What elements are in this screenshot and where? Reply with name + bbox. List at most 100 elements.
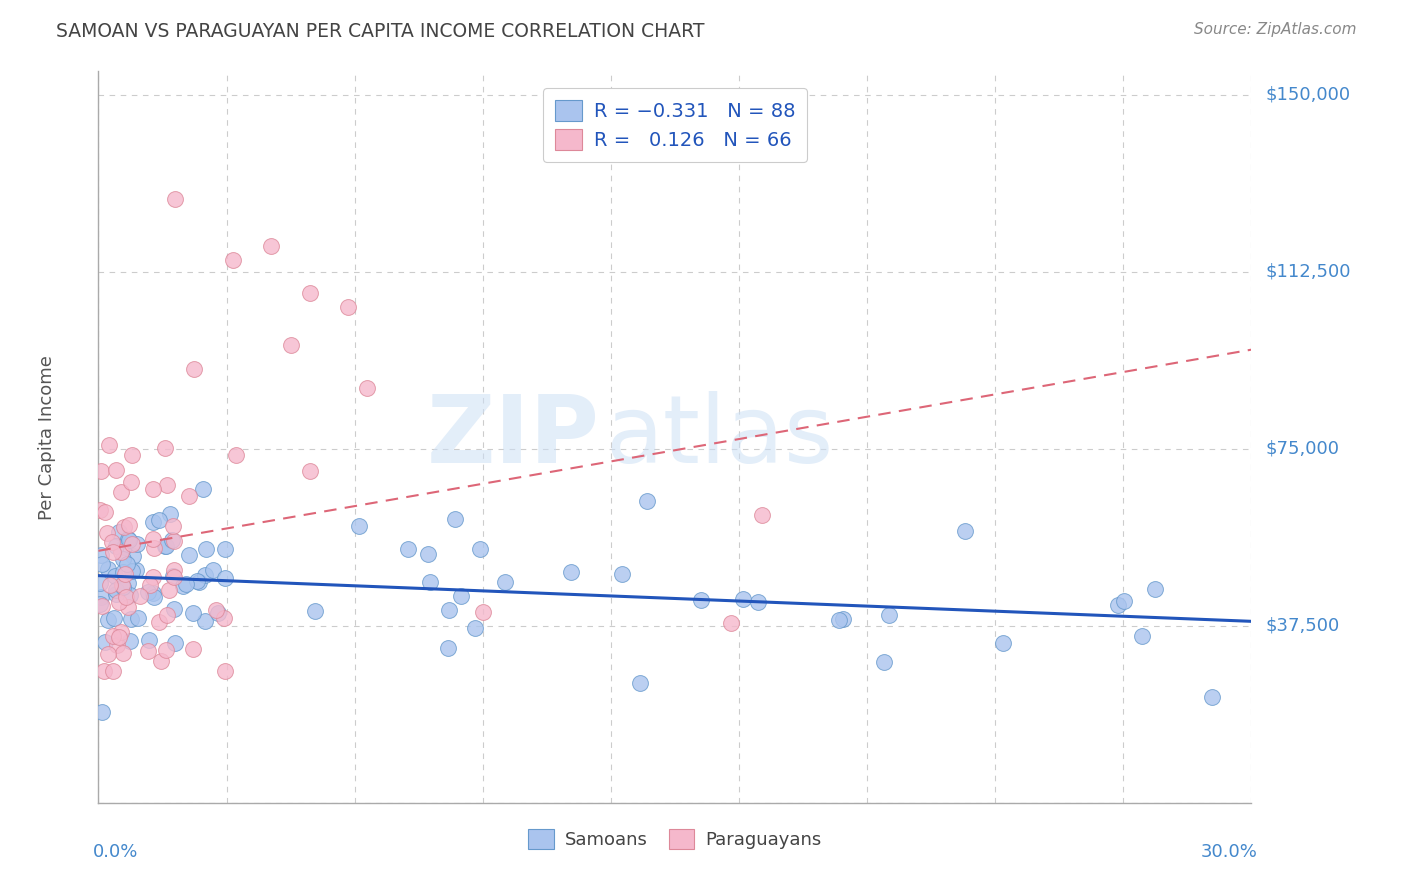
Point bbox=[120, 612, 142, 626]
Point bbox=[471, 605, 494, 619]
Point bbox=[112, 551, 135, 566]
Point bbox=[107, 524, 129, 539]
Point bbox=[117, 532, 139, 546]
Point bbox=[103, 664, 125, 678]
Point bbox=[89, 576, 111, 591]
Point bbox=[260, 239, 283, 253]
Point bbox=[112, 580, 135, 594]
Point bbox=[1201, 690, 1223, 705]
Point bbox=[104, 462, 127, 476]
Point bbox=[225, 448, 247, 462]
Point bbox=[207, 607, 229, 621]
Point bbox=[191, 482, 214, 496]
Point bbox=[104, 569, 127, 583]
Point bbox=[153, 441, 176, 455]
Point bbox=[450, 589, 472, 603]
Point bbox=[470, 542, 492, 557]
Point bbox=[747, 595, 769, 609]
Point bbox=[733, 591, 755, 606]
Point bbox=[120, 475, 142, 489]
Point bbox=[214, 571, 236, 585]
Point bbox=[177, 489, 200, 503]
Point bbox=[437, 640, 460, 655]
Legend: Samoans, Paraguayans: Samoans, Paraguayans bbox=[522, 822, 828, 856]
Point bbox=[186, 574, 208, 589]
Point bbox=[97, 614, 120, 628]
Point bbox=[97, 647, 120, 661]
Point bbox=[183, 361, 205, 376]
Point bbox=[120, 634, 142, 648]
Point bbox=[163, 570, 186, 584]
Point bbox=[148, 615, 170, 629]
Point bbox=[115, 590, 138, 604]
Point bbox=[136, 644, 159, 658]
Point bbox=[464, 621, 486, 635]
Point bbox=[155, 539, 177, 553]
Point bbox=[628, 675, 651, 690]
Point bbox=[98, 438, 121, 452]
Point bbox=[337, 301, 360, 315]
Point bbox=[1112, 594, 1135, 608]
Point bbox=[90, 548, 112, 562]
Point bbox=[879, 607, 901, 622]
Point bbox=[1132, 629, 1154, 643]
Point bbox=[104, 583, 127, 598]
Point bbox=[104, 539, 127, 553]
Text: $112,500: $112,500 bbox=[1265, 263, 1351, 281]
Point bbox=[299, 464, 322, 478]
Point bbox=[118, 533, 141, 547]
Point bbox=[121, 564, 143, 578]
Point bbox=[110, 624, 132, 639]
Point bbox=[142, 570, 165, 584]
Point bbox=[150, 654, 173, 668]
Point bbox=[127, 611, 149, 625]
Point bbox=[873, 655, 896, 669]
Point bbox=[181, 642, 204, 657]
Point bbox=[121, 448, 143, 462]
Point bbox=[128, 589, 150, 603]
Point bbox=[105, 638, 128, 652]
Point bbox=[214, 664, 236, 678]
Point bbox=[181, 606, 204, 620]
Point bbox=[162, 519, 184, 533]
Point bbox=[98, 578, 121, 592]
Point bbox=[115, 557, 138, 571]
Point bbox=[689, 592, 711, 607]
Point bbox=[100, 535, 122, 549]
Point bbox=[155, 643, 177, 657]
Point bbox=[163, 563, 186, 577]
Point bbox=[298, 286, 321, 301]
Point bbox=[110, 485, 132, 500]
Point bbox=[188, 575, 211, 590]
Point bbox=[97, 562, 120, 576]
Point bbox=[111, 578, 134, 592]
Point bbox=[139, 577, 162, 591]
Point bbox=[751, 508, 773, 522]
Point bbox=[121, 549, 143, 563]
Point bbox=[105, 586, 128, 600]
Point bbox=[142, 482, 165, 496]
Point bbox=[157, 583, 180, 598]
Point bbox=[349, 519, 371, 533]
Point bbox=[443, 512, 465, 526]
Point bbox=[103, 611, 125, 625]
Point bbox=[832, 612, 855, 626]
Point bbox=[160, 533, 183, 547]
Point bbox=[142, 515, 165, 529]
Point bbox=[91, 557, 114, 571]
Point bbox=[205, 603, 228, 617]
Point bbox=[90, 599, 112, 614]
Point bbox=[148, 513, 170, 527]
Point bbox=[163, 534, 186, 549]
Point bbox=[101, 629, 124, 643]
Point bbox=[398, 541, 420, 556]
Point bbox=[138, 632, 160, 647]
Point bbox=[121, 537, 143, 551]
Point bbox=[93, 664, 115, 678]
Point bbox=[636, 494, 658, 508]
Point bbox=[214, 541, 236, 556]
Point bbox=[94, 635, 117, 649]
Point bbox=[156, 608, 179, 623]
Point bbox=[202, 563, 225, 577]
Point bbox=[827, 613, 849, 627]
